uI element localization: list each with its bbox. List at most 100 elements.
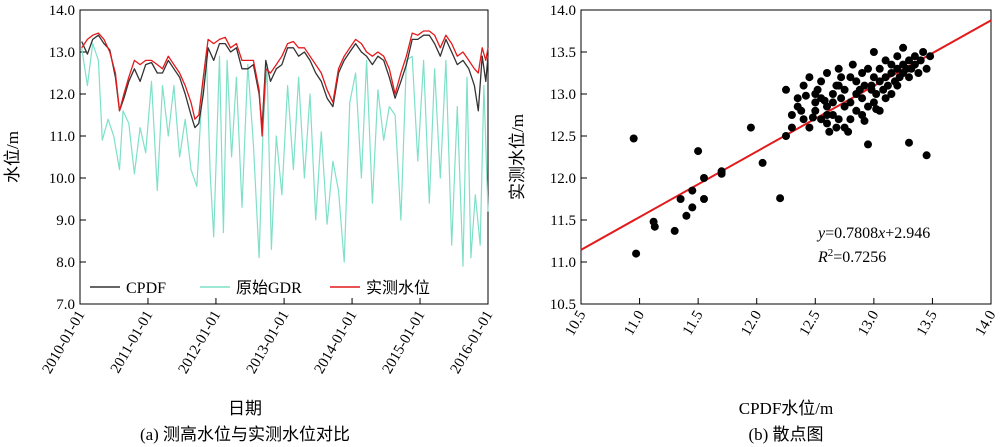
scatter-point <box>805 73 814 82</box>
x-axis-label-a: 日期 <box>228 399 262 418</box>
scatter-point <box>875 64 884 73</box>
scatter-points-b <box>629 43 935 258</box>
x-ticks-a: 2010-01-01 2011-01-01 2012-01-01 2013-01-01… <box>40 298 496 377</box>
panel-b-scatter: 10.5 11.0 11.5 12.0 12.5 13.0 13.5 14.0 10.5 11.… <box>508 3 999 444</box>
y-tick-label-a: 8.0 <box>56 255 75 271</box>
eq-rest: =0.7808 <box>825 225 878 242</box>
plot-frame-b <box>580 9 992 305</box>
scatter-point <box>797 106 806 115</box>
scatter-point <box>823 119 831 128</box>
eq-tail: +2.946 <box>885 225 930 242</box>
scatter-point <box>758 158 767 167</box>
scatter-point <box>919 48 928 56</box>
scatter-point <box>872 90 881 98</box>
series-lines-a <box>81 30 489 267</box>
x-tick-label-a: 2015-01-01 <box>380 308 429 377</box>
eq-x: x <box>877 225 885 242</box>
x-tick-label-a: 2014-01-01 <box>312 308 361 377</box>
scatter-point <box>926 52 935 61</box>
scatter-point <box>864 140 872 149</box>
scatter-point <box>872 105 881 114</box>
scatter-point <box>787 123 796 132</box>
x-tick-label-b: 13.5 <box>914 308 941 339</box>
scatter-point <box>805 123 814 132</box>
scatter-point <box>820 96 829 105</box>
x-tick-label-a: 2010-01-01 <box>40 308 89 377</box>
scatter-point <box>875 77 884 86</box>
scatter-point <box>650 222 659 231</box>
scatter-point <box>828 98 837 107</box>
x-tick-label-a: 2013-01-01 <box>244 308 293 377</box>
x-tick-label-b: 13.0 <box>855 308 882 339</box>
y-axis-label-a: 水位/m <box>3 131 22 183</box>
scatter-point <box>808 113 817 122</box>
scatter-point <box>922 151 931 160</box>
scatter-point <box>887 90 896 98</box>
regression-equation: y=0.7808x+2.946 <box>816 225 930 242</box>
scatter-point <box>700 174 708 182</box>
scatter-point <box>823 111 831 119</box>
scatter-point <box>869 73 878 82</box>
scatter-point <box>828 111 837 119</box>
x-tick-label-b: 11.0 <box>621 308 648 338</box>
scatter-point <box>910 52 919 61</box>
scatter-point <box>799 115 808 124</box>
scatter-point <box>848 60 857 69</box>
scatter-point <box>776 194 785 203</box>
y-tick-label-b: 11.5 <box>550 213 576 229</box>
y-tick-label-b: 12.0 <box>550 171 576 187</box>
x-tick-label-b: 12.5 <box>797 308 824 339</box>
scatter-point <box>629 134 638 143</box>
scatter-point <box>846 98 855 107</box>
scatter-point <box>893 52 902 61</box>
scatter-point <box>682 211 691 220</box>
scatter-point <box>864 64 872 73</box>
y-tick-label-a: 14.0 <box>49 3 75 19</box>
r-symbol: R <box>817 249 828 266</box>
scatter-point <box>855 85 864 94</box>
scatter-point <box>817 115 826 124</box>
y-ticks-b: 10.5 11.0 11.5 12.0 12.5 13.0 13.5 14.0 <box>550 3 587 313</box>
r-superscript: 2 <box>828 247 834 259</box>
series-line-gdr <box>81 43 489 267</box>
y-tick-label-a: 12.0 <box>49 87 75 103</box>
scatter-point <box>869 48 878 56</box>
y-axis-label-b: 实测水位/m <box>508 114 527 200</box>
scatter-point <box>670 226 679 235</box>
scatter-point <box>852 106 861 115</box>
eq-y: y <box>816 225 826 242</box>
r-squared: R2=0.7256 <box>817 247 886 266</box>
x-tick-label-a: 2012-01-01 <box>176 308 225 377</box>
scatter-point <box>852 77 861 86</box>
y-tick-label-b: 11.0 <box>550 255 576 271</box>
legend-a: CPDF 原始GDR 实测水位 <box>90 279 430 297</box>
scatter-point <box>834 115 843 124</box>
scatter-point <box>858 94 867 103</box>
scatter-point <box>825 127 834 136</box>
scatter-point <box>840 102 849 111</box>
scatter-point <box>922 64 931 73</box>
scatter-point <box>914 69 923 77</box>
scatter-point <box>811 98 820 107</box>
scatter-point <box>787 111 796 119</box>
y-tick-label-b: 13.0 <box>550 87 576 103</box>
scatter-point <box>881 56 890 65</box>
x-tick-label-a: 2011-01-01 <box>108 308 157 376</box>
scatter-point <box>632 249 641 258</box>
y-tick-label-a: 9.0 <box>56 213 75 229</box>
x-tick-label-b: 11.5 <box>680 308 707 338</box>
y-tick-label-b: 12.5 <box>550 129 576 145</box>
scatter-point <box>905 138 913 147</box>
caption-a: (a) 测高水位与实测水位对比 <box>140 425 350 444</box>
y-tick-label-a: 11.0 <box>49 129 75 145</box>
scatter-point <box>688 203 697 212</box>
scatter-point <box>846 115 855 124</box>
scatter-point <box>828 90 837 98</box>
x-tick-label-b: 14.0 <box>972 308 999 339</box>
scatter-point <box>801 91 810 100</box>
scatter-point <box>869 98 878 107</box>
y-tick-label-a: 7.0 <box>56 297 75 313</box>
scatter-point <box>905 73 913 82</box>
scatter-point <box>916 56 925 65</box>
scatter-point <box>717 167 726 176</box>
